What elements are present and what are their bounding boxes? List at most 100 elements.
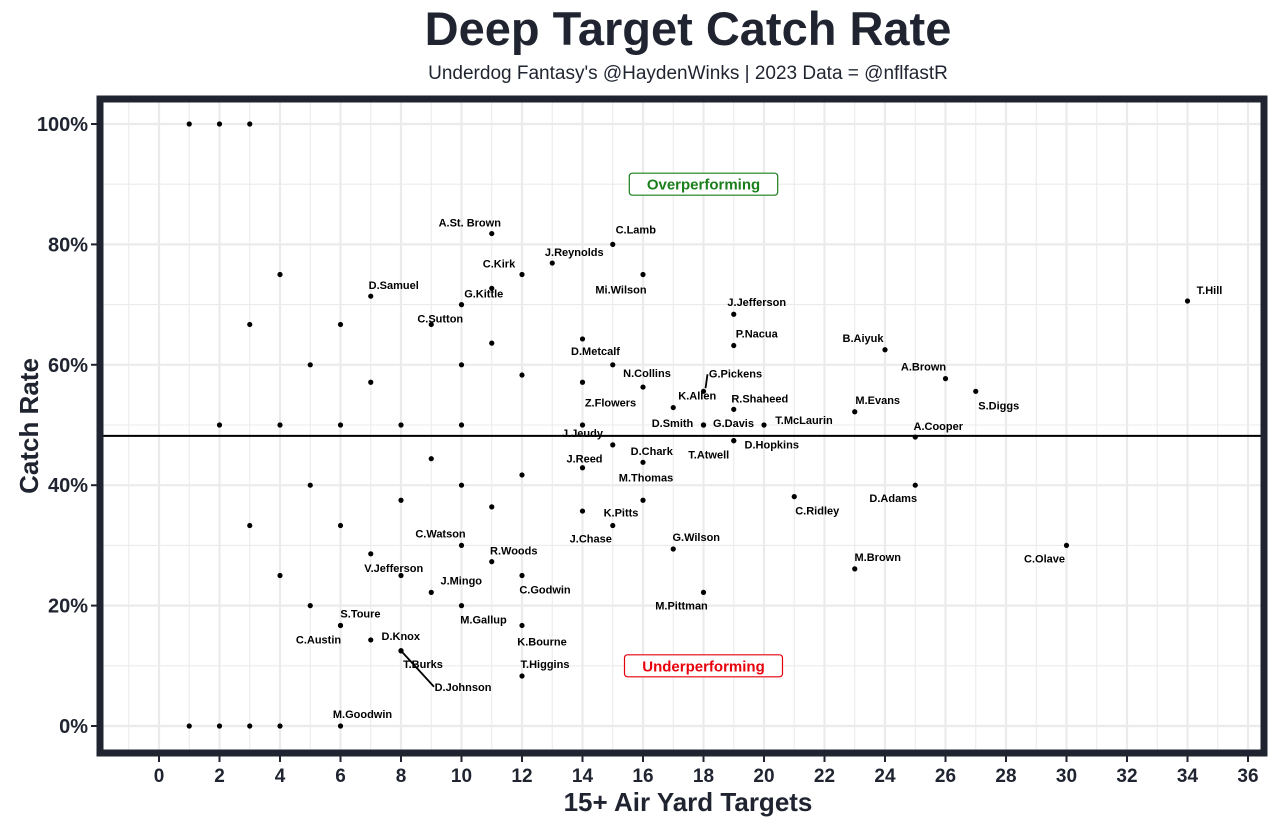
data-point xyxy=(610,522,616,529)
plot-marks: T.Hill A.St. Brown C.Lamb J.Reynolds C.Kirk M… xyxy=(103,121,1261,729)
data-point xyxy=(700,388,707,394)
data-point xyxy=(579,422,586,428)
data-point xyxy=(458,362,465,368)
data-point xyxy=(337,622,344,629)
x-tick-label: 22 xyxy=(814,766,835,787)
data-point xyxy=(610,241,616,247)
point-label: C.Sutton xyxy=(417,313,463,325)
x-tick-label: 34 xyxy=(1177,766,1199,787)
data-point xyxy=(579,379,586,385)
data-point xyxy=(519,372,525,378)
data-point xyxy=(398,422,404,428)
point-label: A.Cooper xyxy=(914,421,964,433)
data-point xyxy=(610,442,616,448)
data-point xyxy=(489,504,495,510)
point-label: K.Bourne xyxy=(517,636,567,648)
data-point xyxy=(610,362,616,368)
x-axis-title: 15+ Air Yard Targets xyxy=(564,787,813,817)
y-tick-label: 100% xyxy=(37,114,88,136)
data-point xyxy=(640,384,646,390)
chart-subtitle: Underdog Fantasy's @HaydenWinks | 2023 D… xyxy=(428,63,948,84)
data-point xyxy=(489,340,495,346)
data-point xyxy=(368,637,374,643)
chart-title: Deep Target Catch Rate xyxy=(425,2,952,55)
data-point xyxy=(458,422,465,428)
x-tick-label: 12 xyxy=(511,766,532,787)
point-label: D.Smith xyxy=(652,418,694,430)
point-label: R.Shaheed xyxy=(731,393,788,405)
y-tick-label: 0% xyxy=(59,716,88,738)
x-tick-label: 6 xyxy=(335,766,346,787)
x-tick-label: 18 xyxy=(693,766,714,787)
x-tick-label: 26 xyxy=(935,766,956,787)
data-point xyxy=(912,482,918,488)
x-tick-label: 14 xyxy=(572,766,594,787)
data-point xyxy=(398,572,404,579)
data-point xyxy=(216,723,223,729)
data-point xyxy=(307,603,313,609)
data-point xyxy=(368,551,374,557)
data-point xyxy=(549,260,555,266)
point-label: T.Burks xyxy=(403,659,443,671)
data-point xyxy=(458,603,465,609)
point-label: R.Woods xyxy=(490,546,537,558)
point-label: Mi.Wilson xyxy=(595,285,647,297)
data-point xyxy=(458,542,465,549)
data-point xyxy=(489,285,495,291)
data-point xyxy=(428,321,434,328)
label-leader-line xyxy=(400,650,435,688)
point-label: C.Ridley xyxy=(795,506,840,518)
point-label: K.Allen xyxy=(678,391,716,403)
point-label: C.Godwin xyxy=(519,585,571,597)
data-point xyxy=(337,522,344,529)
annotation-box xyxy=(628,172,779,196)
x-tick-label: 16 xyxy=(632,766,653,787)
point-label: J.Reynolds xyxy=(545,247,604,259)
annotation-box xyxy=(623,654,784,678)
point-label: J.Reed xyxy=(566,454,602,466)
point-label: J.Chase xyxy=(570,534,612,546)
data-point xyxy=(428,589,434,595)
y-tick-label: 20% xyxy=(48,596,88,618)
data-point xyxy=(277,723,283,729)
data-point xyxy=(1184,298,1191,304)
data-point xyxy=(700,422,707,428)
point-label: G.Pickens xyxy=(709,368,762,380)
data-point xyxy=(216,422,223,428)
data-point xyxy=(973,388,979,394)
data-point xyxy=(489,559,495,565)
data-point xyxy=(579,465,586,471)
point-label: A.St. Brown xyxy=(439,218,502,230)
data-point xyxy=(1063,542,1070,549)
point-label: D.Johnson xyxy=(435,682,492,694)
data-point xyxy=(337,321,344,328)
data-point xyxy=(640,459,646,465)
x-tick-label: 24 xyxy=(874,766,896,787)
point-label: D.Chark xyxy=(631,446,674,458)
data-point xyxy=(368,379,374,385)
data-point xyxy=(247,723,253,729)
point-label: C.Watson xyxy=(415,528,466,540)
data-point xyxy=(277,422,283,428)
x-tick-label: 36 xyxy=(1237,766,1258,787)
x-tick-label: 2 xyxy=(214,766,225,787)
data-point xyxy=(912,434,918,440)
data-point xyxy=(307,482,313,488)
data-point xyxy=(247,121,253,127)
point-label: B.Aiyuk xyxy=(843,333,885,345)
point-label: G.Wilson xyxy=(672,532,720,544)
point-label: G.Davis xyxy=(713,418,754,430)
data-point xyxy=(519,673,525,679)
x-tick-label: 8 xyxy=(396,766,407,787)
point-label: N.Collins xyxy=(623,368,671,380)
data-point xyxy=(640,497,646,503)
x-tick-label: 4 xyxy=(275,766,286,787)
point-label: D.Adams xyxy=(869,493,917,505)
data-point xyxy=(489,230,495,237)
data-point xyxy=(428,456,434,462)
x-tick-label: 0 xyxy=(154,766,165,787)
data-point xyxy=(882,347,888,353)
point-label: M.Goodwin xyxy=(333,709,393,721)
x-tick-label: 20 xyxy=(753,766,774,787)
